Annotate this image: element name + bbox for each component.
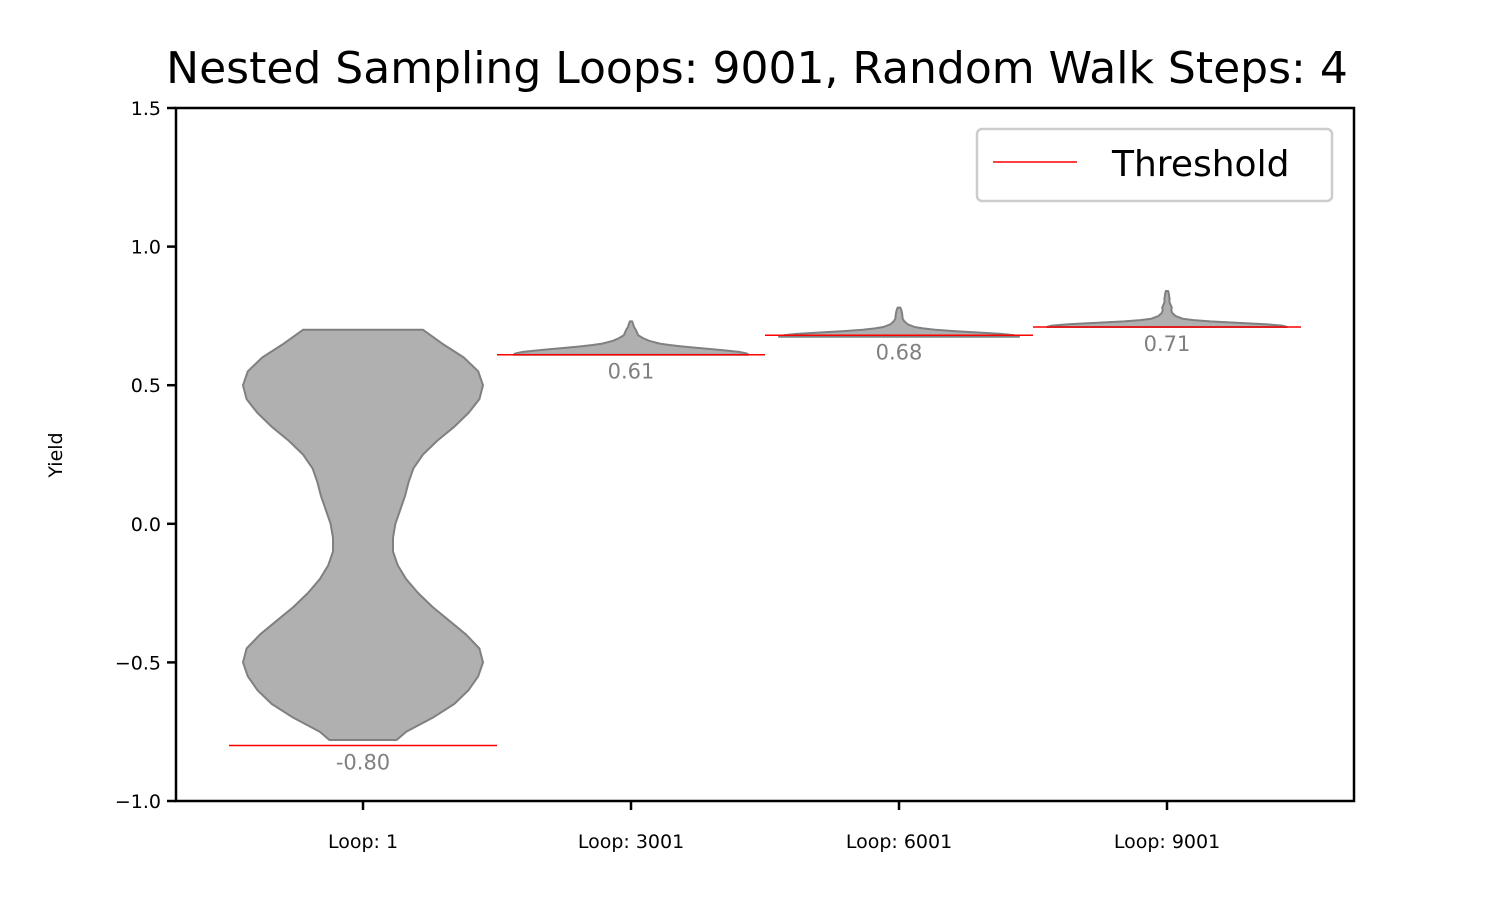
x-tick-label: Loop: 3001: [578, 831, 684, 853]
plot-area: -0.80 0.61 0.68 0.71: [229, 290, 1301, 775]
plot-frame: [174, 106, 1356, 803]
y-axis-label: Yield: [45, 432, 67, 478]
y-tick-label: 1.5: [131, 98, 161, 120]
legend-threshold-label: Threshold: [1111, 144, 1289, 185]
violin-1: [242, 328, 484, 741]
x-tick-label: Loop: 9001: [1114, 831, 1220, 853]
y-tick-label: 0.0: [131, 514, 161, 536]
violin-4: [1046, 290, 1288, 328]
threshold-value-label-1: -0.80: [336, 751, 390, 775]
threshold-value-label-4: 0.71: [1144, 332, 1191, 356]
y-tick-label: −1.0: [115, 791, 161, 813]
x-tick-label: Loop: 1: [328, 831, 398, 853]
y-axis: −1.0 −0.5 0.0 0.5 1.0 1.5: [115, 98, 176, 813]
y-tick-label: 1.0: [131, 237, 161, 259]
threshold-value-label-2: 0.61: [608, 360, 655, 384]
chart-title: Nested Sampling Loops: 9001, Random Walk…: [166, 43, 1348, 94]
legend-box: [975, 127, 1334, 203]
x-tick-label: Loop: 6001: [846, 831, 952, 853]
violin-3: [778, 306, 1020, 338]
threshold-value-label-3: 0.68: [876, 340, 923, 364]
x-axis: Loop: 1 Loop: 3001 Loop: 6001 Loop: 9001: [328, 801, 1220, 853]
legend: Threshold: [975, 127, 1334, 203]
y-tick-label: −0.5: [115, 652, 161, 674]
y-tick-label: 0.5: [131, 375, 161, 397]
violin-2: [512, 320, 750, 356]
